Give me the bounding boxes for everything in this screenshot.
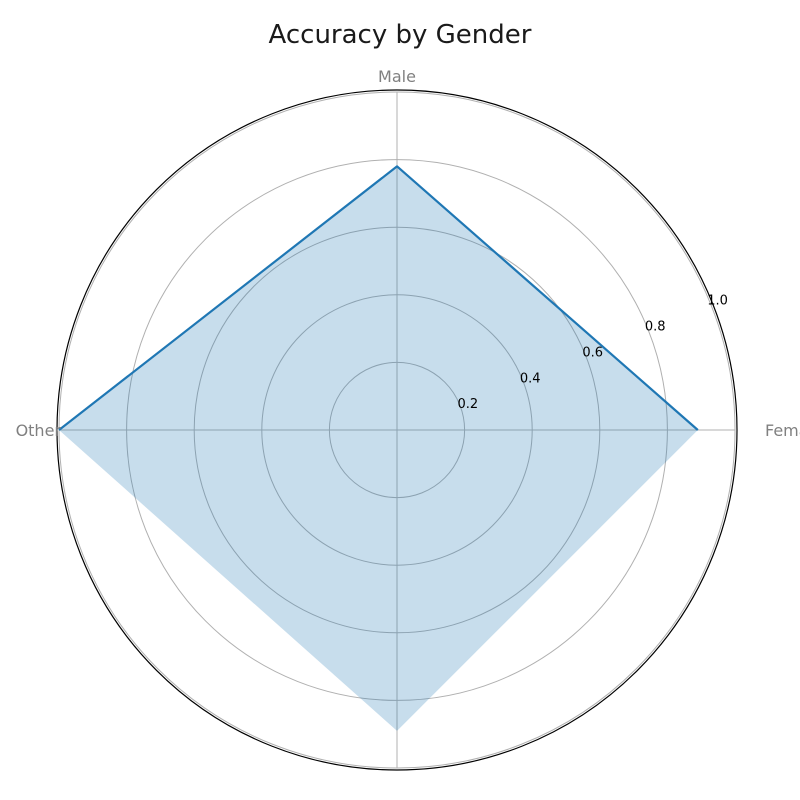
label-layer: 0.2 0.4 0.6 0.8 1.0 Female Male Other [16, 67, 800, 440]
category-label-female: Female [765, 421, 800, 440]
r-tick-label-3: 0.8 [645, 320, 666, 335]
category-label-male: Male [378, 67, 416, 86]
series-area [59, 166, 698, 731]
r-tick-label-4: 1.0 [707, 294, 728, 309]
polar-frame [56, 89, 738, 771]
r-tick-label-2: 0.6 [582, 345, 603, 360]
category-label-other: Other [16, 421, 62, 440]
r-tick-label-1: 0.4 [520, 371, 541, 386]
r-tick-label-0: 0.2 [457, 397, 478, 412]
chart-title: Accuracy by Gender [268, 20, 532, 50]
data-layer [58, 165, 699, 731]
